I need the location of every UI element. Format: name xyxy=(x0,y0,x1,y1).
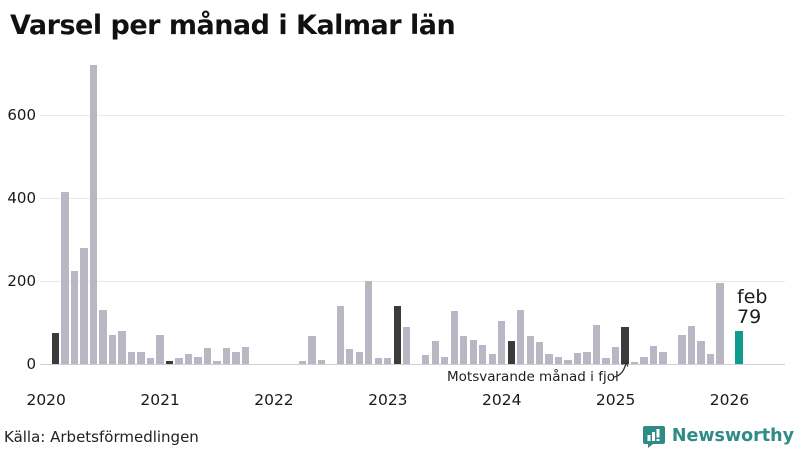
bar-month xyxy=(498,320,506,364)
bar-month xyxy=(80,247,88,364)
bar-month xyxy=(602,358,610,364)
highlight-value-label: feb 79 xyxy=(737,287,767,327)
bar-month xyxy=(175,358,183,364)
bar-month xyxy=(127,352,136,364)
bar-month xyxy=(317,359,326,364)
bar-month xyxy=(479,345,487,364)
bar-february-dark xyxy=(165,360,174,364)
bar-month xyxy=(554,357,563,364)
bar-month xyxy=(99,310,107,364)
bar-month xyxy=(678,334,686,364)
newsworthy-brand-name: Newsworthy xyxy=(671,426,794,446)
bar-month xyxy=(716,283,724,364)
x-axis-tick-2024: 2024 xyxy=(481,391,522,409)
bar-february-dark xyxy=(393,305,401,364)
bar-month xyxy=(441,357,449,364)
x-axis-tick-2025: 2025 xyxy=(595,391,636,409)
bar-month xyxy=(61,191,69,364)
gridline-y-0 xyxy=(40,364,785,365)
bar-month xyxy=(89,65,98,364)
bar-month xyxy=(374,357,382,364)
x-axis-tick-2020: 2020 xyxy=(26,391,66,409)
bar-month xyxy=(118,330,126,364)
highlight-number-label: 79 xyxy=(737,306,762,328)
newsworthy-logo-icon xyxy=(642,426,665,448)
bar-month xyxy=(156,334,164,364)
bar-month xyxy=(108,334,117,364)
bar-chart-plot-area: 0 200 400 600 2020 2021 2022 2023 2024 2025 2026 xyxy=(7,65,785,409)
bar-month xyxy=(450,311,458,364)
bar-month xyxy=(431,340,439,364)
y-axis-tick-600: 600 xyxy=(7,106,36,124)
highlight-month-label: feb xyxy=(737,286,768,308)
bar-month xyxy=(583,352,591,364)
bar-month xyxy=(564,359,572,364)
bar-month xyxy=(70,270,79,364)
bar-month xyxy=(640,356,648,364)
x-axis-tick-2021: 2021 xyxy=(140,391,180,409)
gridline-y-200 xyxy=(40,281,785,282)
bar-month xyxy=(336,305,344,364)
bar-month xyxy=(213,360,221,364)
bar-month xyxy=(630,361,639,364)
y-axis-tick-400: 400 xyxy=(7,189,36,207)
annotation-label: Motsvarande månad i fjol xyxy=(447,369,619,385)
bar-month xyxy=(365,281,373,364)
bar-month xyxy=(355,352,363,364)
x-axis-tick-2022: 2022 xyxy=(254,391,294,409)
x-axis-tick-2023: 2023 xyxy=(368,391,408,409)
bar-highlight-feb-2026 xyxy=(735,331,743,364)
bar-month xyxy=(137,351,145,364)
bar-month xyxy=(384,357,392,364)
bar-month xyxy=(517,310,525,364)
bar-month xyxy=(403,326,411,364)
bar-month xyxy=(222,348,231,364)
bar-month xyxy=(697,341,705,364)
bar-month xyxy=(422,354,430,364)
bar-february-dark xyxy=(621,327,629,364)
bar-month xyxy=(308,336,316,364)
bar-month xyxy=(573,352,582,364)
bar-month xyxy=(460,336,468,364)
bar-february-dark xyxy=(52,332,60,364)
gridline-y-600 xyxy=(40,115,785,116)
bar-month xyxy=(535,342,544,364)
bar-month xyxy=(241,347,250,364)
chart-title: Varsel per månad i Kalmar län xyxy=(10,10,456,41)
bar-month xyxy=(194,356,202,364)
y-axis-tick-200: 200 xyxy=(7,272,36,290)
bar-month xyxy=(184,353,193,364)
bar-february-dark xyxy=(507,341,515,364)
bar-month xyxy=(592,324,601,364)
newsworthy-brand: Newsworthy xyxy=(642,424,794,448)
source-credit: Källa: Arbetsförmedlingen xyxy=(4,428,199,446)
bar-month xyxy=(526,336,534,364)
bar-month xyxy=(706,353,715,364)
bar-month xyxy=(649,346,658,364)
gridline-y-400 xyxy=(40,198,785,199)
bar-month xyxy=(298,360,307,364)
bar-month xyxy=(545,354,553,364)
x-axis-tick-2026: 2026 xyxy=(709,391,750,409)
bar-month xyxy=(611,346,620,364)
bar-month xyxy=(146,357,155,364)
bar-month xyxy=(232,352,240,364)
bar-month xyxy=(659,351,667,364)
annotation-arrow-icon xyxy=(613,361,629,378)
bar-month xyxy=(469,340,477,364)
bar-month xyxy=(687,325,696,364)
bar-month xyxy=(488,354,496,364)
y-axis-tick-0: 0 xyxy=(26,355,36,373)
bar-month xyxy=(203,348,212,364)
bar-month xyxy=(346,348,354,364)
